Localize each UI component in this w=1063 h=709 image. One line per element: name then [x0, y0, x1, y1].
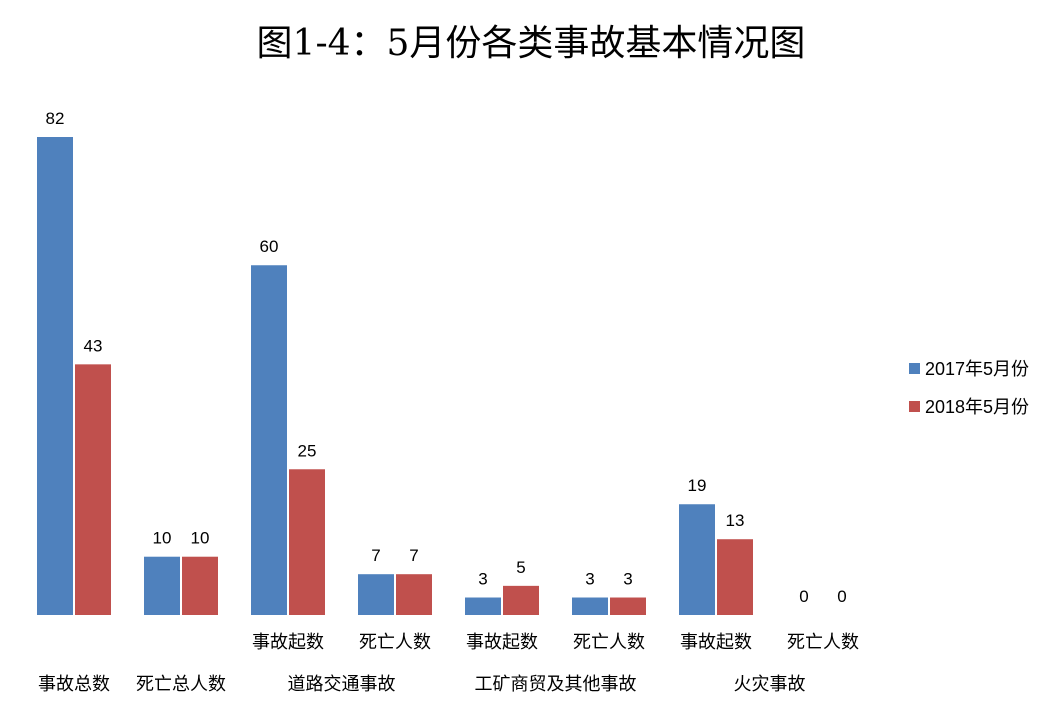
legend-label-2: 2018年5月份 — [925, 397, 1029, 417]
data-label-2-8: 0 — [837, 587, 846, 606]
bar-1-4 — [358, 574, 394, 615]
plot-area: 82 43 10 10 60 25 7 7 3 5 3 3 19 13 0 0 — [37, 109, 847, 615]
category-label-2: 死亡总人数 — [136, 674, 226, 695]
data-label-2-7: 13 — [726, 511, 745, 530]
bar-2-1 — [75, 364, 111, 615]
category-label-1: 事故总数 — [38, 674, 110, 695]
bar-2-2 — [182, 556, 218, 615]
legend: 2017年5月份 2018年5月份 — [909, 359, 1029, 417]
data-label-1-8: 0 — [799, 587, 808, 606]
category-label-4: 死亡人数 — [359, 632, 431, 653]
data-label-2-3: 25 — [298, 441, 317, 460]
legend-label-1: 2017年5月份 — [925, 359, 1029, 379]
bar-2-4 — [396, 574, 432, 615]
bar-1-5 — [465, 597, 501, 615]
data-label-1-3: 60 — [260, 237, 279, 256]
bar-1-6 — [572, 597, 608, 615]
chart-title: 图1-4：5月份各类事故基本情况图 — [257, 23, 806, 64]
data-label-2-2: 10 — [191, 529, 210, 548]
bar-2-5 — [503, 585, 539, 615]
bar-1-2 — [144, 556, 180, 615]
category-label-8: 死亡人数 — [787, 632, 859, 653]
data-label-1-5: 3 — [478, 570, 487, 589]
bar-1-1 — [37, 137, 73, 615]
group-label-3: 道路交通事故 — [288, 674, 396, 695]
data-label-2-4: 7 — [409, 546, 418, 565]
bar-2-6 — [610, 597, 646, 615]
data-label-1-2: 10 — [153, 529, 172, 548]
data-label-1-6: 3 — [585, 570, 594, 589]
group-label-4: 工矿商贸及其他事故 — [475, 674, 637, 695]
category-label-7: 事故起数 — [680, 632, 752, 653]
legend-swatch-2 — [909, 401, 920, 412]
data-label-1-1: 82 — [46, 109, 65, 128]
data-label-1-4: 7 — [371, 546, 380, 565]
data-label-1-7: 19 — [688, 476, 707, 495]
category-label-6: 死亡人数 — [573, 632, 645, 653]
bar-2-7 — [717, 539, 753, 615]
data-label-2-1: 43 — [84, 336, 103, 355]
bar-1-7 — [679, 504, 715, 615]
category-label-3: 事故起数 — [252, 632, 324, 653]
data-label-2-6: 3 — [623, 570, 632, 589]
group-label-5: 火灾事故 — [734, 674, 806, 695]
bar-2-3 — [289, 469, 325, 615]
category-label-5: 事故起数 — [466, 632, 538, 653]
bar-1-3 — [251, 265, 287, 615]
data-label-2-5: 5 — [516, 558, 525, 577]
legend-swatch-1 — [909, 363, 920, 374]
